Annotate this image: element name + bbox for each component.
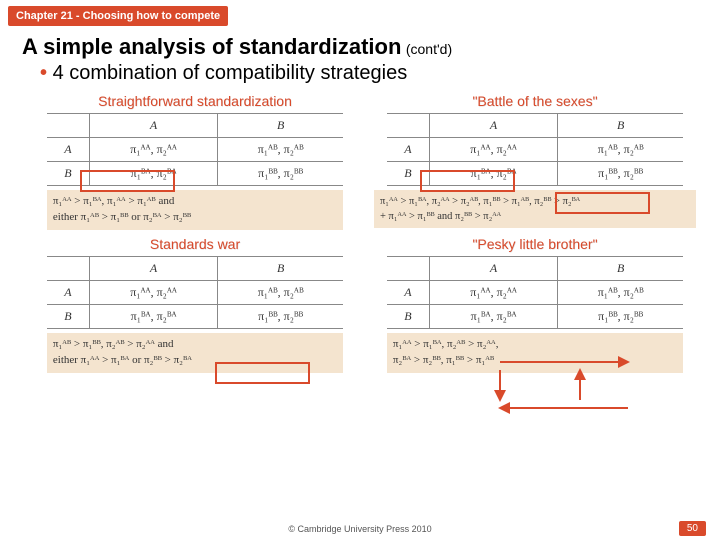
- quad-standards-war: Standards war A B A π₁ᴬᴬ, π₂ᴬᴬ π₁ᴬᴮ, π₂ᴬ…: [34, 236, 356, 373]
- condition-box: π₁ᴬᴬ > π₁ᴮᴬ, π₂ᴬᴬ > π₂ᴬᴮ, π₁ᴮᴮ > π₁ᴬᴮ, π…: [374, 190, 696, 228]
- row-header: B: [47, 304, 90, 328]
- row-header: B: [387, 162, 430, 186]
- condition-box: π₁ᴬᴮ > π₁ᴮᴮ, π₂ᴬᴮ > π₂ᴬᴬ and either π₁ᴬᴬ…: [47, 333, 343, 373]
- row-header: A: [387, 280, 430, 304]
- cell: π₁ᴬᴮ, π₂ᴬᴮ: [218, 280, 343, 304]
- quad-title: Straightforward standardization: [34, 93, 356, 109]
- page-number: 50: [679, 521, 706, 536]
- cell: π₁ᴬᴬ, π₂ᴬᴬ: [89, 280, 217, 304]
- quad-title: "Pesky little brother": [374, 236, 696, 252]
- col-header: B: [558, 114, 683, 138]
- payoff-matrix: A B A π₁ᴬᴬ, π₂ᴬᴬ π₁ᴬᴮ, π₂ᴬᴮ B π₁ᴮᴬ, π₂ᴮᴬ…: [387, 113, 683, 186]
- chapter-badge: Chapter 21 - Choosing how to compete: [8, 6, 228, 26]
- title-text: A simple analysis of standardization: [22, 34, 401, 59]
- quad-title: "Battle of the sexes": [374, 93, 696, 109]
- row-header: A: [47, 138, 90, 162]
- cell: π₁ᴮᴮ, π₂ᴮᴮ: [218, 304, 343, 328]
- cell: π₁ᴮᴬ, π₂ᴮᴬ: [429, 162, 557, 186]
- row-header: B: [47, 162, 90, 186]
- cell: π₁ᴮᴬ, π₂ᴮᴬ: [429, 304, 557, 328]
- cell: π₁ᴬᴮ, π₂ᴬᴮ: [558, 138, 683, 162]
- cell: π₁ᴬᴬ, π₂ᴬᴬ: [89, 138, 217, 162]
- col-header: A: [89, 256, 217, 280]
- title-area: A simple analysis of standardization (co…: [0, 26, 720, 87]
- col-header: A: [89, 114, 217, 138]
- quad-pesky-brother: "Pesky little brother" A B A π₁ᴬᴬ, π₂ᴬᴬ …: [374, 236, 696, 373]
- quad-grid: Straightforward standardization A B A π₁…: [0, 87, 720, 373]
- payoff-matrix: A B A π₁ᴬᴬ, π₂ᴬᴬ π₁ᴬᴮ, π₂ᴬᴮ B π₁ᴮᴬ, π₂ᴮᴬ…: [47, 256, 343, 329]
- row-header: A: [387, 138, 430, 162]
- payoff-matrix: A B A π₁ᴬᴬ, π₂ᴬᴬ π₁ᴬᴮ, π₂ᴬᴮ B π₁ᴮᴬ, π₂ᴮᴬ…: [387, 256, 683, 329]
- col-header: A: [429, 114, 557, 138]
- col-header: A: [429, 256, 557, 280]
- col-header: B: [218, 114, 343, 138]
- cell: π₁ᴮᴬ, π₂ᴮᴬ: [89, 162, 217, 186]
- cell: π₁ᴬᴮ, π₂ᴬᴮ: [558, 280, 683, 304]
- cell: π₁ᴬᴬ, π₂ᴬᴬ: [429, 138, 557, 162]
- row-header: A: [47, 280, 90, 304]
- payoff-matrix: A B A π₁ᴬᴬ, π₂ᴬᴬ π₁ᴬᴮ, π₂ᴬᴮ B π₁ᴮᴬ, π₂ᴮᴬ…: [47, 113, 343, 186]
- copyright: © Cambridge University Press 2010: [0, 524, 720, 534]
- bullet-text: 4 combination of compatibility strategie…: [53, 62, 408, 84]
- cell: π₁ᴬᴬ, π₂ᴬᴬ: [429, 280, 557, 304]
- cell: π₁ᴮᴮ, π₂ᴮᴮ: [558, 162, 683, 186]
- cell: π₁ᴮᴮ, π₂ᴮᴮ: [558, 304, 683, 328]
- condition-box: π₁ᴬᴬ > π₁ᴮᴬ, π₁ᴬᴬ > π₁ᴬᴮ and either π₁ᴬᴮ…: [47, 190, 343, 230]
- quad-straightforward: Straightforward standardization A B A π₁…: [34, 93, 356, 230]
- col-header: B: [558, 256, 683, 280]
- main-title: A simple analysis of standardization (co…: [22, 34, 700, 60]
- cell: π₁ᴮᴬ, π₂ᴮᴬ: [89, 304, 217, 328]
- quad-title: Standards war: [34, 236, 356, 252]
- title-contd: (cont'd): [406, 41, 452, 57]
- bullet-dot-icon: •: [40, 62, 47, 84]
- row-header: B: [387, 304, 430, 328]
- quad-battle-sexes: "Battle of the sexes" A B A π₁ᴬᴬ, π₂ᴬᴬ π…: [374, 93, 696, 230]
- condition-box: π₁ᴬᴬ > π₁ᴮᴬ, π₂ᴬᴮ > π₂ᴬᴬ, π₂ᴮᴬ > π₂ᴮᴮ, π…: [387, 333, 683, 373]
- bullet-line: • 4 combination of compatibility strateg…: [40, 62, 700, 85]
- col-header: B: [218, 256, 343, 280]
- cell: π₁ᴮᴮ, π₂ᴮᴮ: [218, 162, 343, 186]
- cell: π₁ᴬᴮ, π₂ᴬᴮ: [218, 138, 343, 162]
